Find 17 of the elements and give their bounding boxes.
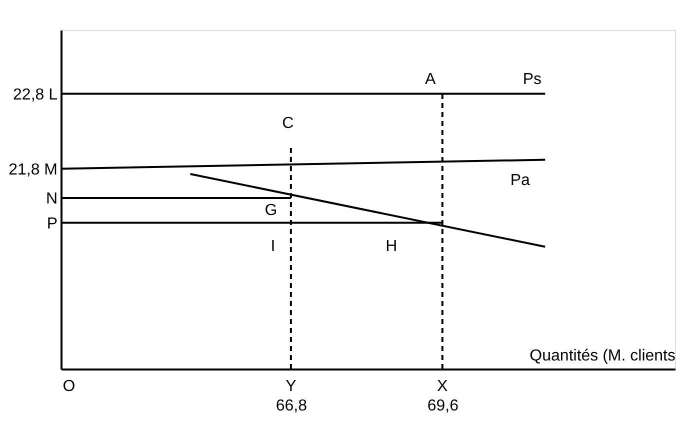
y-tick-label: N xyxy=(46,190,58,208)
annotation: G xyxy=(264,202,278,219)
x-tick-label: 66,8 xyxy=(276,398,308,414)
text: O xyxy=(62,378,76,395)
annotation: H xyxy=(386,238,398,255)
annotation: C xyxy=(282,114,294,132)
y-tick-label: 21,8 M xyxy=(8,161,58,178)
annotation: Y xyxy=(286,378,297,395)
annotation: Pa xyxy=(510,172,530,189)
annotation: I xyxy=(270,238,276,255)
y-tick-label: 22,8 L xyxy=(13,86,58,104)
x-axis-title: Quantités (M. clients xyxy=(530,348,676,364)
x-tick-label: 69,6 xyxy=(427,398,459,414)
annotation: Ps xyxy=(522,70,542,88)
y-tick-label: P xyxy=(46,215,58,232)
annotation: X xyxy=(437,378,448,395)
annotation: A xyxy=(425,70,436,88)
